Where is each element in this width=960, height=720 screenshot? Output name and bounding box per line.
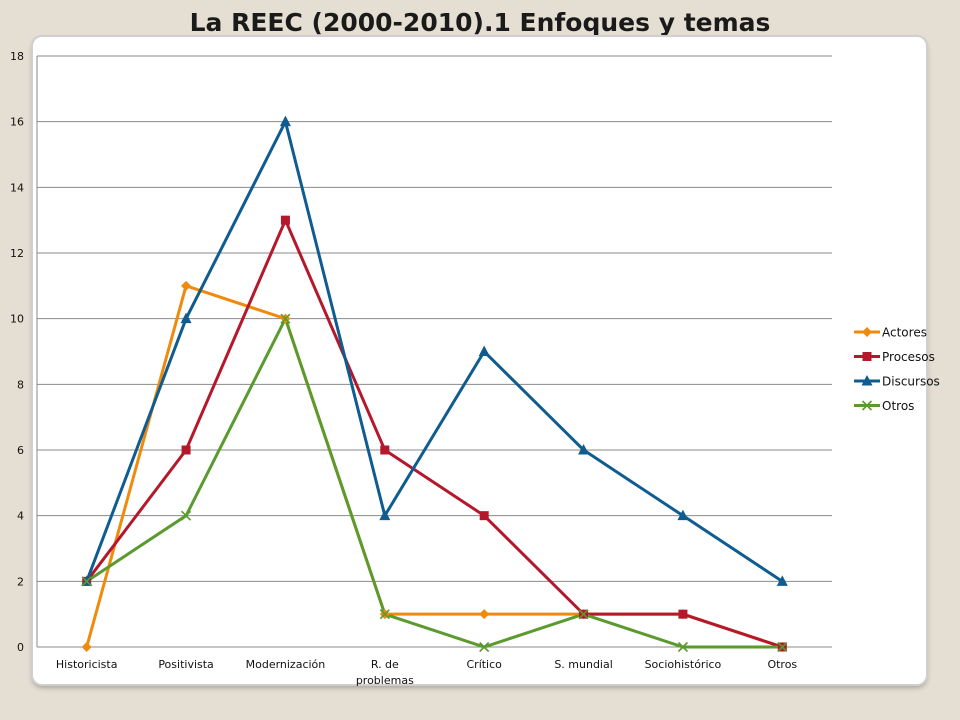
data-point-discursos [478, 345, 490, 356]
data-point-otros [81, 576, 92, 587]
y-tick-label: 2 [17, 575, 24, 588]
data-point-procesos [678, 609, 688, 619]
legend-label: Otros [882, 399, 914, 413]
gridlines [36, 55, 832, 648]
y-axis-ticks: 0 2 4 6 8 10 12 14 16 18 [10, 50, 24, 654]
y-tick-label: 4 [17, 510, 24, 523]
x-tick-label: Historicista [56, 658, 118, 671]
x-tick-label: Crítico [466, 658, 502, 671]
legend-marker-otros [861, 400, 873, 411]
data-point-discursos [279, 115, 291, 127]
x-tick-label: R. de problemas [356, 658, 414, 687]
data-point-otros [280, 313, 291, 324]
y-tick-label: 6 [17, 444, 24, 457]
legend-item-actores: Actores [854, 326, 927, 340]
x-tick-label: Otros [767, 658, 797, 671]
data-point-procesos [280, 215, 290, 225]
x-tick-label: S. mundial [554, 658, 612, 671]
series-lines [85, 117, 784, 649]
data-point-discursos [677, 509, 689, 521]
x-tick-label: Positivista [158, 658, 213, 671]
x-tick-label: Modernización [246, 658, 326, 671]
data-point-discursos [180, 312, 192, 324]
legend-label: Actores [882, 326, 927, 340]
data-point-otros [777, 641, 788, 653]
chart-title: La REEC (2000-2010).1 Enfoques y temas [189, 8, 771, 37]
data-point-otros [379, 609, 390, 620]
legend-item-otros: Otros [854, 399, 914, 413]
legend-label: Procesos [882, 350, 935, 364]
data-point-otros [578, 609, 589, 620]
y-tick-label: 18 [10, 50, 24, 63]
series-markers [81, 115, 788, 653]
series-line-actores [85, 283, 783, 649]
y-tick-label: 16 [10, 116, 24, 129]
data-point-discursos [578, 444, 590, 455]
series-line-procesos [85, 216, 783, 649]
data-point-otros [479, 641, 490, 653]
y-tick-label: 10 [10, 313, 24, 326]
data-point-actores [479, 609, 490, 620]
y-tick-label: 14 [10, 181, 24, 194]
data-point-procesos [479, 511, 489, 521]
series-line-discursos [85, 117, 784, 583]
data-point-actores [181, 280, 192, 291]
legend-item-procesos: Procesos [854, 350, 935, 364]
y-tick-label: 8 [17, 378, 24, 391]
data-point-otros [677, 641, 689, 653]
data-point-actores [81, 642, 92, 652]
legend-item-discursos: Discursos [854, 375, 940, 389]
series-line-otros [85, 314, 783, 649]
x-axis-ticks: Historicista Positivista Modernización R. d… [56, 658, 798, 687]
y-tick-label: 12 [10, 247, 24, 260]
data-point-discursos [379, 509, 391, 521]
data-point-otros [180, 510, 192, 521]
data-point-procesos [181, 445, 191, 455]
legend-marker-procesos [862, 352, 872, 361]
legend-label: Discursos [882, 375, 940, 389]
legend-marker-actores [862, 327, 872, 337]
data-point-discursos [776, 575, 788, 586]
data-point-procesos [380, 445, 390, 455]
y-tick-label: 0 [17, 641, 24, 654]
legend: Actores Procesos Discursos Otros [854, 326, 940, 413]
x-tick-label: Sociohistórico [645, 658, 722, 671]
legend-marker-discursos [861, 375, 873, 386]
